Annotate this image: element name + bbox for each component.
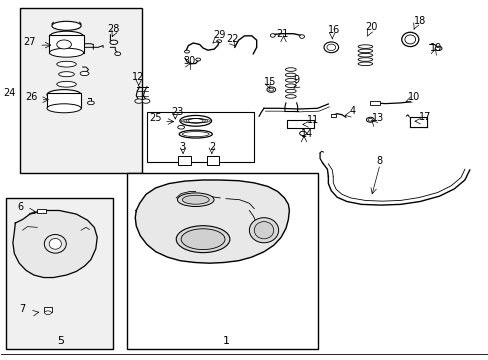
Ellipse shape	[49, 48, 83, 57]
Ellipse shape	[115, 52, 121, 55]
Polygon shape	[13, 211, 97, 278]
Ellipse shape	[404, 35, 415, 44]
Bar	[287, 120, 314, 128]
Text: 29: 29	[212, 30, 224, 40]
Text: 2: 2	[208, 142, 215, 152]
Text: 15: 15	[264, 77, 276, 87]
Ellipse shape	[434, 46, 441, 50]
Text: 26: 26	[25, 92, 38, 102]
Text: 9: 9	[293, 75, 299, 85]
Ellipse shape	[357, 45, 372, 48]
Ellipse shape	[87, 101, 94, 105]
Ellipse shape	[357, 49, 372, 53]
Ellipse shape	[135, 99, 142, 103]
Ellipse shape	[184, 50, 189, 53]
Text: 22: 22	[226, 35, 239, 44]
Text: 6: 6	[18, 202, 24, 212]
Text: 16: 16	[328, 25, 340, 35]
Ellipse shape	[299, 131, 306, 135]
Ellipse shape	[285, 73, 296, 77]
Text: 25: 25	[149, 113, 162, 123]
Bar	[20, 8, 142, 173]
Ellipse shape	[285, 68, 296, 71]
Bar	[37, 210, 46, 213]
Text: 30: 30	[183, 56, 195, 66]
Ellipse shape	[216, 40, 221, 42]
Ellipse shape	[367, 118, 372, 121]
Ellipse shape	[142, 99, 150, 103]
Text: 27: 27	[23, 37, 36, 47]
Ellipse shape	[57, 40, 71, 49]
Bar	[127, 173, 317, 348]
Ellipse shape	[195, 58, 200, 61]
Bar	[330, 114, 335, 117]
Text: 3: 3	[179, 142, 185, 152]
Ellipse shape	[59, 72, 74, 77]
Ellipse shape	[177, 193, 214, 207]
Text: 10: 10	[407, 92, 419, 102]
Ellipse shape	[110, 40, 118, 44]
Ellipse shape	[357, 62, 372, 66]
Ellipse shape	[47, 90, 81, 100]
Ellipse shape	[254, 222, 273, 239]
Bar	[43, 307, 52, 312]
Text: 12: 12	[132, 72, 144, 82]
Ellipse shape	[266, 87, 275, 92]
Ellipse shape	[181, 229, 224, 249]
Ellipse shape	[268, 88, 273, 91]
Bar	[49, 36, 83, 53]
Text: 28: 28	[107, 24, 119, 34]
Bar	[369, 101, 379, 105]
Ellipse shape	[177, 126, 184, 129]
Ellipse shape	[176, 226, 229, 253]
Ellipse shape	[270, 34, 275, 37]
Text: 1: 1	[222, 336, 229, 346]
Bar	[47, 93, 81, 108]
Ellipse shape	[299, 35, 304, 39]
Ellipse shape	[47, 104, 81, 113]
Text: 23: 23	[171, 107, 183, 117]
Ellipse shape	[324, 42, 338, 53]
Ellipse shape	[180, 116, 211, 126]
Ellipse shape	[57, 81, 76, 87]
Bar	[147, 112, 254, 162]
Text: 4: 4	[348, 106, 355, 116]
Ellipse shape	[80, 71, 89, 76]
Text: 24: 24	[3, 87, 16, 98]
Ellipse shape	[52, 21, 81, 30]
Ellipse shape	[179, 130, 212, 138]
Text: 20: 20	[365, 22, 377, 32]
Ellipse shape	[49, 31, 83, 42]
Ellipse shape	[285, 84, 296, 87]
Ellipse shape	[57, 61, 76, 67]
Ellipse shape	[182, 195, 209, 204]
Text: 7: 7	[19, 304, 25, 314]
Text: 21: 21	[276, 30, 288, 40]
Ellipse shape	[44, 234, 66, 253]
Ellipse shape	[401, 32, 418, 46]
Ellipse shape	[285, 78, 296, 82]
Ellipse shape	[60, 92, 73, 96]
Text: 5: 5	[57, 336, 63, 346]
Text: 19: 19	[429, 43, 441, 53]
Text: 11: 11	[306, 116, 319, 126]
Ellipse shape	[49, 238, 61, 249]
Ellipse shape	[44, 311, 51, 315]
Ellipse shape	[366, 117, 373, 122]
Text: 17: 17	[418, 112, 430, 122]
Ellipse shape	[357, 53, 372, 57]
Text: 13: 13	[371, 113, 384, 123]
Polygon shape	[135, 180, 289, 263]
Text: 18: 18	[413, 16, 426, 26]
Text: 14: 14	[301, 129, 313, 139]
Ellipse shape	[182, 132, 209, 136]
Ellipse shape	[357, 58, 372, 61]
Ellipse shape	[285, 89, 296, 93]
Bar	[409, 117, 427, 127]
Ellipse shape	[249, 218, 278, 243]
Ellipse shape	[285, 95, 296, 98]
Bar	[5, 198, 113, 348]
Ellipse shape	[326, 44, 335, 50]
Text: 8: 8	[375, 156, 382, 166]
